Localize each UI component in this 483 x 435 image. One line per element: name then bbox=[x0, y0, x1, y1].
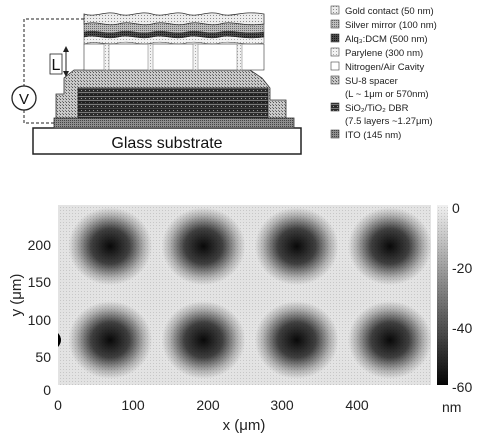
nitrogen-air-cavity bbox=[83, 43, 265, 71]
colorbar-tick-label: -20 bbox=[452, 260, 472, 276]
height-map bbox=[58, 205, 431, 385]
legend-swatch-su8 bbox=[330, 75, 340, 85]
colorbar-unit: nm bbox=[442, 399, 461, 415]
colorbar-tick-label: -60 bbox=[452, 379, 472, 395]
y-tick-label: 50 bbox=[35, 349, 51, 365]
y-tick-label: 200 bbox=[28, 237, 52, 253]
x-tick-label: 400 bbox=[345, 397, 369, 413]
colorbar-tick-label: 0 bbox=[452, 200, 460, 216]
legend-label-dbr: SiO₂/TiO₂ DBR bbox=[345, 103, 409, 114]
voltage-circuit bbox=[23, 18, 84, 124]
ito-layer bbox=[53, 117, 295, 129]
gold-contact-layer bbox=[83, 12, 265, 26]
y-axis-label: y (μm) bbox=[8, 274, 25, 317]
legend-swatch-dbr bbox=[330, 102, 340, 112]
colorbar: 0 -20 -40 -60 nm bbox=[437, 200, 472, 415]
y-tick-label: 0 bbox=[43, 382, 51, 398]
device-schematic: Glass substrate bbox=[11, 12, 302, 155]
legend-label-ito: ITO (145 nm) bbox=[345, 130, 401, 141]
legend-label-cavity: Nitrogen/Air Cavity bbox=[345, 62, 424, 73]
legend-label-su8: SU-8 spacer bbox=[345, 76, 398, 87]
legend-label-su8-detail: (L ~ 1μm or 570nm) bbox=[345, 89, 429, 100]
length-marker bbox=[49, 46, 69, 77]
x-tick-label: 0 bbox=[54, 397, 62, 413]
legend-swatch-parylene bbox=[330, 47, 340, 57]
x-tick-label: 200 bbox=[196, 397, 220, 413]
x-tick-label: 300 bbox=[270, 397, 294, 413]
colorbar-tick-label: -40 bbox=[452, 320, 472, 336]
colorbar-dither bbox=[437, 205, 448, 385]
glass-substrate bbox=[32, 127, 302, 155]
legend-swatch-gold bbox=[330, 5, 340, 15]
legend-swatch-ito bbox=[330, 129, 340, 139]
y-tick-label: 100 bbox=[28, 312, 52, 328]
legend-label-alq3: Alq₃:DCM (500 nm) bbox=[345, 34, 428, 45]
x-axis-label: x (μm) bbox=[223, 417, 266, 434]
voltage-label: V bbox=[19, 91, 29, 108]
edge-defect bbox=[58, 333, 61, 347]
legend-label-dbr-detail: (7.5 layers ~1.27μm) bbox=[345, 116, 433, 127]
legend-swatch-silver bbox=[330, 19, 340, 29]
legend-label-silver: Silver mirror (100 nm) bbox=[345, 20, 437, 31]
glass-substrate-label: Glass substrate bbox=[111, 135, 222, 152]
legend-swatch-cavity bbox=[330, 61, 340, 71]
dbr-stack bbox=[77, 87, 269, 119]
legend-swatch-alq3 bbox=[330, 33, 340, 43]
map-dither bbox=[58, 205, 431, 385]
map-axes: 200 150 100 50 0 0 100 200 300 400 x (μm… bbox=[8, 237, 369, 434]
x-tick-label: 100 bbox=[121, 397, 145, 413]
legend-label-parylene: Parylene (300 nm) bbox=[345, 48, 423, 59]
length-label: L bbox=[52, 57, 61, 74]
layer-legend: Gold contact (50 nm) Silver mirror (100 … bbox=[330, 5, 437, 141]
y-tick-label: 150 bbox=[28, 274, 52, 290]
legend-label-gold: Gold contact (50 nm) bbox=[345, 6, 434, 17]
voltage-source-icon bbox=[11, 85, 37, 111]
